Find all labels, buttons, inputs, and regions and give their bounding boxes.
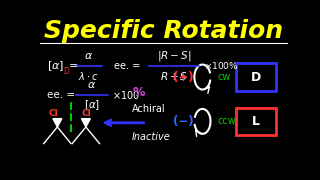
Text: Cl: Cl [81,109,91,118]
Polygon shape [53,119,62,127]
Text: Achiral: Achiral [132,104,165,114]
Text: $[\alpha]$: $[\alpha]$ [47,59,65,73]
Text: cw: cw [217,72,231,82]
Text: =: = [68,61,78,71]
Text: $\times$100: $\times$100 [112,89,140,101]
Text: Specific Rotation: Specific Rotation [44,19,284,43]
Text: Inactive: Inactive [132,132,171,142]
Text: $\times$100%: $\times$100% [204,60,238,71]
Text: (−): (−) [173,115,193,128]
Text: ee. =: ee. = [115,61,141,71]
Text: %: % [133,86,146,99]
Text: D: D [251,71,261,84]
Text: D: D [64,67,69,76]
Text: $\alpha$: $\alpha$ [87,80,97,90]
Text: (+): (+) [173,71,193,84]
Text: $|R - S|$: $|R - S|$ [157,49,191,63]
Text: ee. =: ee. = [47,90,76,100]
Text: $R + S$: $R + S$ [160,70,188,82]
Polygon shape [81,119,90,127]
Text: $\alpha$: $\alpha$ [84,51,93,61]
Text: $[\alpha]$: $[\alpha]$ [84,98,100,112]
Text: ccw: ccw [217,116,236,126]
Text: $\lambda \cdot c$: $\lambda \cdot c$ [78,70,99,82]
Text: Cl: Cl [49,109,59,118]
Text: L: L [252,115,260,128]
